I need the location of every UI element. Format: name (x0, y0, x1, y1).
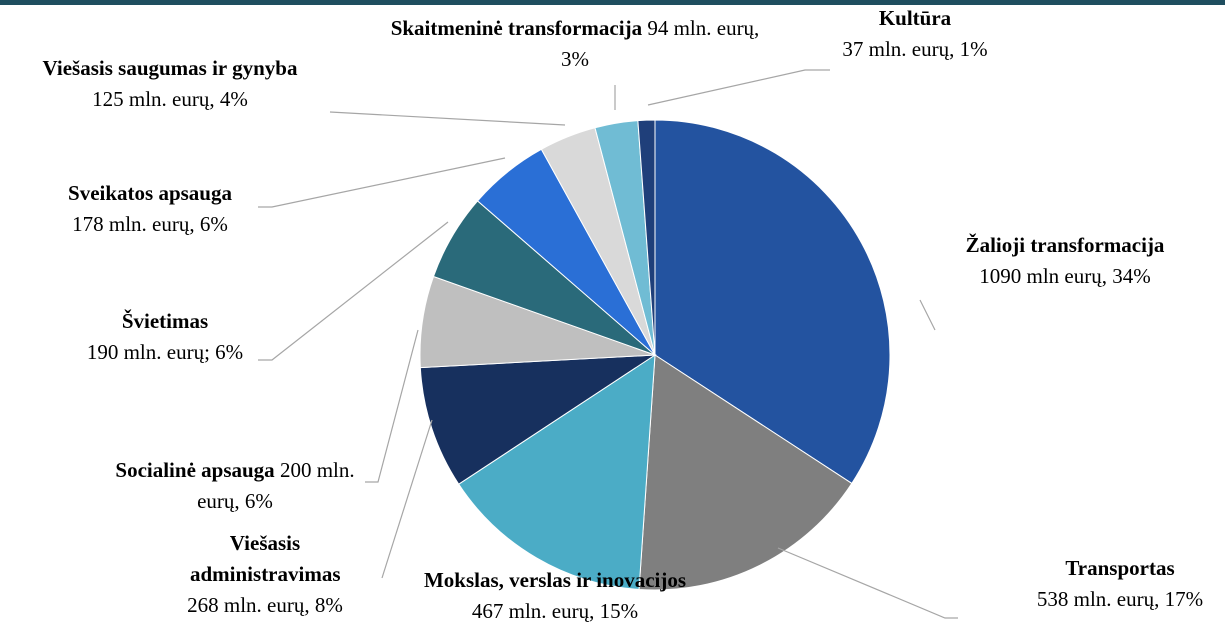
pie-slice (419, 354, 657, 485)
category-label: Švietimas (121, 309, 209, 333)
leader-line (919, 299, 936, 331)
value-label: 538 mln. eurų, 17% (1036, 587, 1204, 611)
value-label: 37 mln. eurų, 1% (842, 37, 988, 61)
pie-slice (638, 354, 853, 591)
data-label: Mokslas, verslas ir inovacijos 467 mln. … (380, 565, 730, 622)
leader-line (365, 329, 419, 483)
category-label: Transportas (1065, 556, 1175, 580)
data-label: Skaitmeninė transformacija 94 mln. eurų,… (390, 13, 760, 75)
leader-lines (258, 69, 958, 619)
data-label: Transportas 538 mln. eurų, 17% (1015, 553, 1225, 615)
data-label: Sveikatos apsauga 178 mln. eurų, 6% (30, 178, 270, 240)
data-label: Kultūra 37 mln. eurų, 1% (805, 3, 1025, 65)
value-label: 190 mln. eurų; 6% (86, 340, 244, 364)
value-label: 467 mln. eurų, 15% (471, 599, 639, 622)
slices (419, 119, 891, 591)
category-label: Mokslas, verslas ir inovacijos (423, 568, 687, 592)
leader-line (647, 69, 830, 106)
category-label: Skaitmeninė transformacija (390, 16, 643, 40)
pie-slice (637, 119, 656, 356)
top-bar (0, 0, 1225, 5)
value-label: 1090 mln eurų, 34% (979, 264, 1151, 288)
data-label: Žalioji transformacija 1090 mln eurų, 34… (925, 230, 1205, 292)
leader-line (258, 221, 449, 361)
data-label: Viešasis administravimas 268 mln. eurų, … (170, 528, 360, 621)
leader-line (381, 419, 433, 579)
value-label: 200 mln. eurų, 6% (197, 458, 355, 513)
category-label: Socialinė apsauga (115, 458, 275, 482)
leader-line (777, 547, 958, 619)
category-label: Žalioji transformacija (965, 233, 1165, 257)
value-label: 268 mln. eurų, 8% (187, 593, 343, 617)
value-label: 125 mln. eurų, 4% (92, 87, 248, 111)
data-label: Socialinė apsauga 200 mln. eurų, 6% (100, 455, 370, 517)
leader-line (329, 111, 566, 126)
category-label: Viešasis saugumas ir gynyba (42, 56, 298, 80)
category-label: Sveikatos apsauga (68, 181, 232, 205)
pie-slice (458, 354, 656, 590)
data-label: Švietimas 190 mln. eurų; 6% (50, 306, 280, 368)
data-label: Viešasis saugumas ir gynyba 125 mln. eur… (0, 53, 340, 115)
value-label: 94 mln. eurų, 3% (561, 16, 760, 71)
pie-slice (654, 119, 891, 485)
leader-line (258, 157, 506, 208)
value-label: 178 mln. eurų, 6% (72, 212, 228, 236)
category-label: Viešasis administravimas (190, 531, 341, 586)
category-label: Kultūra (878, 6, 952, 30)
